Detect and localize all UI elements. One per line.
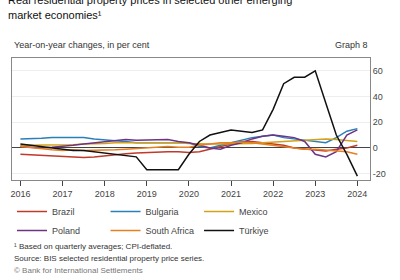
svg-text:2019: 2019 [136,188,157,199]
svg-text:2018: 2018 [94,188,115,199]
svg-text:2017: 2017 [52,188,73,199]
svg-text:South Africa: South Africa [146,226,195,236]
svg-text:2021: 2021 [221,188,241,199]
svg-text:2016: 2016 [10,188,31,199]
svg-text:-20: -20 [373,169,386,179]
svg-text:20: 20 [373,117,383,127]
svg-text:Poland: Poland [52,226,80,236]
svg-text:¹ Based on quarterly averages;: ¹ Based on quarterly averages; CPI-defla… [14,242,172,251]
svg-text:Source: BIS selected residenti: Source: BIS selected residential propert… [14,254,204,263]
svg-text:Graph 8: Graph 8 [335,40,368,50]
svg-text:Bulgaria: Bulgaria [146,207,179,217]
svg-text:60: 60 [373,66,383,76]
svg-text:Mexico: Mexico [239,207,268,217]
svg-text:© Bank for International Settl: © Bank for International Settlements [14,266,143,275]
svg-text:Real residential property pric: Real residential property prices in sele… [8,0,292,20]
svg-text:Türkiye: Türkiye [239,226,269,236]
svg-text:Brazil: Brazil [52,207,75,217]
svg-text:0: 0 [373,143,378,153]
svg-text:2023: 2023 [305,189,325,199]
svg-text:2024: 2024 [347,189,367,199]
svg-text:Year-on-year changes, in per c: Year-on-year changes, in per cent [14,40,150,50]
svg-text:2022: 2022 [263,188,284,199]
svg-text:40: 40 [373,92,383,102]
svg-text:2020: 2020 [178,188,199,199]
